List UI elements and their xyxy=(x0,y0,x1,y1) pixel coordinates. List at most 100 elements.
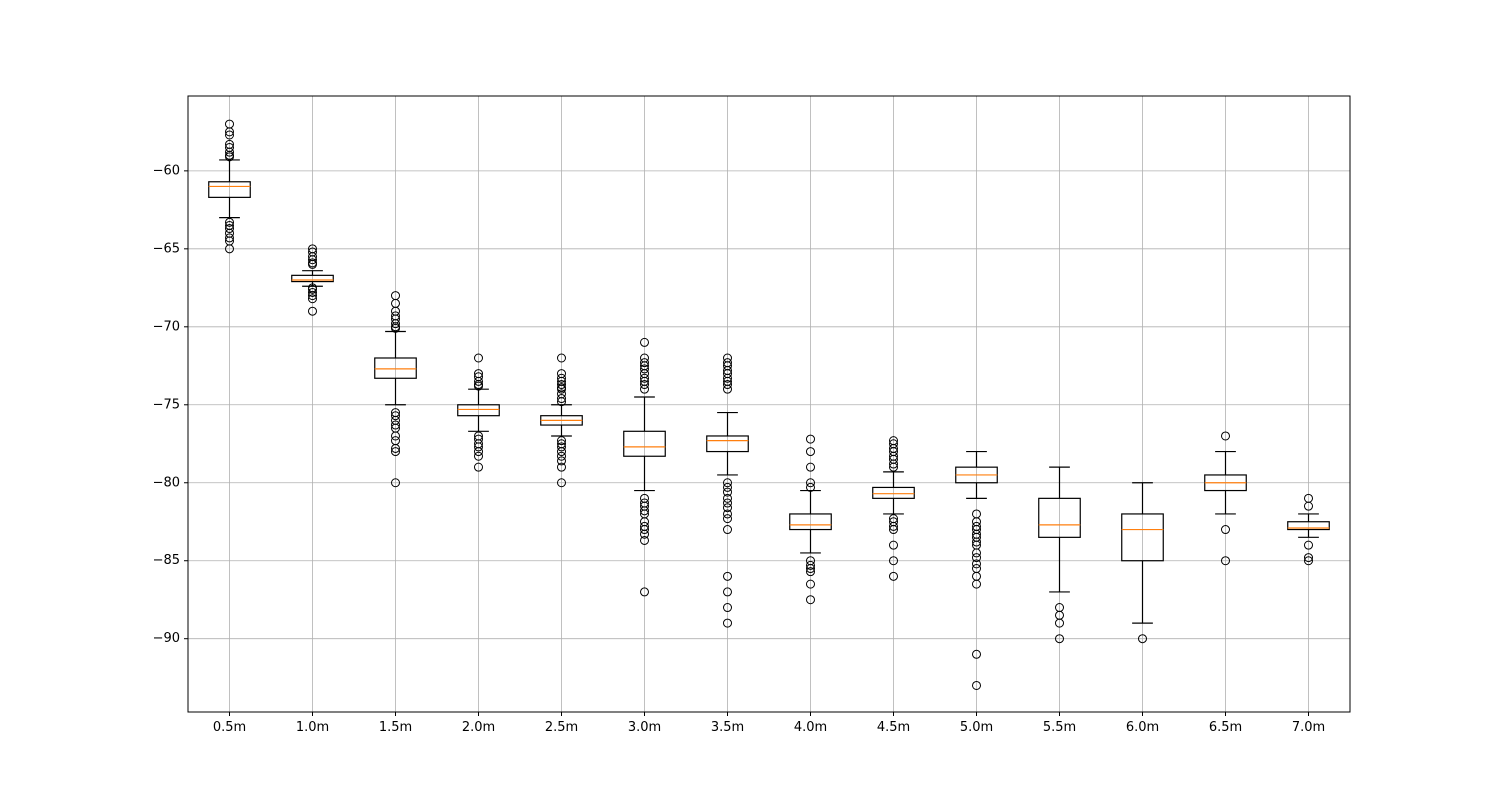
outlier-point xyxy=(723,373,732,383)
outlier-point xyxy=(806,482,815,492)
outlier-point xyxy=(972,649,981,659)
iqr-box xyxy=(623,430,666,457)
outlier-point xyxy=(723,509,732,519)
outlier-point xyxy=(806,434,815,444)
outlier-point xyxy=(806,560,815,570)
iqr-box xyxy=(1287,521,1330,531)
y-tick-label: −80 xyxy=(153,475,180,490)
x-tick-label: 1.0m xyxy=(296,720,329,735)
plot-area-frame xyxy=(187,95,1351,713)
box-series xyxy=(208,119,1330,690)
box-5.5m xyxy=(1038,466,1081,644)
box-2.0m xyxy=(457,353,500,472)
outlier-point xyxy=(391,319,400,329)
outlier-point xyxy=(640,587,649,597)
outlier-point xyxy=(889,521,898,531)
outlier-point xyxy=(557,384,566,394)
outlier-point xyxy=(557,436,566,446)
iqr-box xyxy=(706,435,749,453)
box-6.5m xyxy=(1204,431,1247,566)
outlier-point xyxy=(557,456,566,466)
outlier-point xyxy=(723,571,732,581)
outlier-point xyxy=(1055,618,1064,628)
outlier-point xyxy=(723,478,732,488)
outlier-point xyxy=(308,284,317,294)
outlier-point xyxy=(723,482,732,492)
outlier-point xyxy=(391,447,400,457)
x-tick-label: 0.5m xyxy=(213,720,246,735)
outlier-point xyxy=(391,443,400,453)
outlier-point xyxy=(640,525,649,535)
y-axis-ticks: −60 −65 −70 −75 −80 −85 −90 xyxy=(153,163,188,646)
outlier-point xyxy=(972,680,981,690)
outlier-point xyxy=(225,147,234,157)
outlier-point xyxy=(391,411,400,421)
outlier-point xyxy=(640,506,649,516)
iqr-box xyxy=(291,274,334,283)
outlier-point xyxy=(225,130,234,140)
outlier-point xyxy=(1055,634,1064,644)
outlier-point xyxy=(1304,540,1313,550)
y-tick-label: −75 xyxy=(153,397,180,412)
outlier-point xyxy=(640,358,649,368)
x-tick-label: 1.5m xyxy=(379,720,412,735)
outlier-point xyxy=(308,255,317,265)
y-tick-label: −65 xyxy=(153,241,180,256)
y-tick-label: −60 xyxy=(153,163,180,178)
outlier-point xyxy=(557,451,566,461)
outlier-point xyxy=(889,459,898,469)
x-tick-label: 4.0m xyxy=(794,720,827,735)
x-axis-ticks: 0.5m 1.0m 1.5m 2.0m 2.5m 3.0m 3.5m 4.0m 4.5m 5.0m… xyxy=(213,712,1325,735)
iqr-box xyxy=(1038,497,1081,538)
outlier-point xyxy=(972,579,981,589)
outlier-point xyxy=(972,559,981,569)
outlier-point xyxy=(391,420,400,430)
y-tick-label: −90 xyxy=(153,631,180,646)
outlier-point xyxy=(474,462,483,472)
box-4.0m xyxy=(789,434,832,605)
box-0.5m xyxy=(208,119,251,254)
outlier-point xyxy=(640,529,649,539)
x-tick-label: 2.0m xyxy=(462,720,495,735)
outlier-point xyxy=(474,447,483,457)
outlier-point xyxy=(889,571,898,581)
iqr-box xyxy=(872,486,915,499)
outlier-point xyxy=(557,447,566,457)
outlier-point xyxy=(557,394,566,404)
outlier-point xyxy=(806,595,815,605)
box-2.5m xyxy=(540,353,583,488)
box-5.0m xyxy=(955,450,998,690)
iqr-box xyxy=(208,181,251,198)
outlier-point xyxy=(391,478,400,488)
grid-lines xyxy=(188,96,1350,712)
x-tick-label: 3.0m xyxy=(628,720,661,735)
outlier-point xyxy=(640,373,649,383)
outlier-point xyxy=(1304,501,1313,511)
outlier-point xyxy=(225,217,234,227)
box-7.0m xyxy=(1287,493,1330,566)
outlier-point xyxy=(640,535,649,545)
outlier-point xyxy=(640,364,649,374)
outlier-point xyxy=(557,353,566,363)
outlier-point xyxy=(723,514,732,524)
box-6.0m xyxy=(1121,482,1164,644)
outlier-point xyxy=(557,373,566,383)
outlier-point xyxy=(308,291,317,301)
outlier-point xyxy=(308,294,317,304)
outlier-point xyxy=(806,579,815,589)
outlier-point xyxy=(1221,525,1230,535)
outlier-point xyxy=(640,384,649,394)
box-4.5m xyxy=(872,436,915,581)
x-tick-label: 6.5m xyxy=(1209,720,1242,735)
outlier-point xyxy=(308,306,317,316)
outlier-point xyxy=(723,487,732,497)
outlier-point xyxy=(723,587,732,597)
outlier-point xyxy=(225,233,234,243)
outlier-point xyxy=(723,525,732,535)
iqr-box xyxy=(374,357,417,379)
iqr-box xyxy=(457,404,500,417)
outlier-point xyxy=(723,603,732,613)
outlier-point xyxy=(391,323,400,333)
outlier-point xyxy=(806,462,815,472)
